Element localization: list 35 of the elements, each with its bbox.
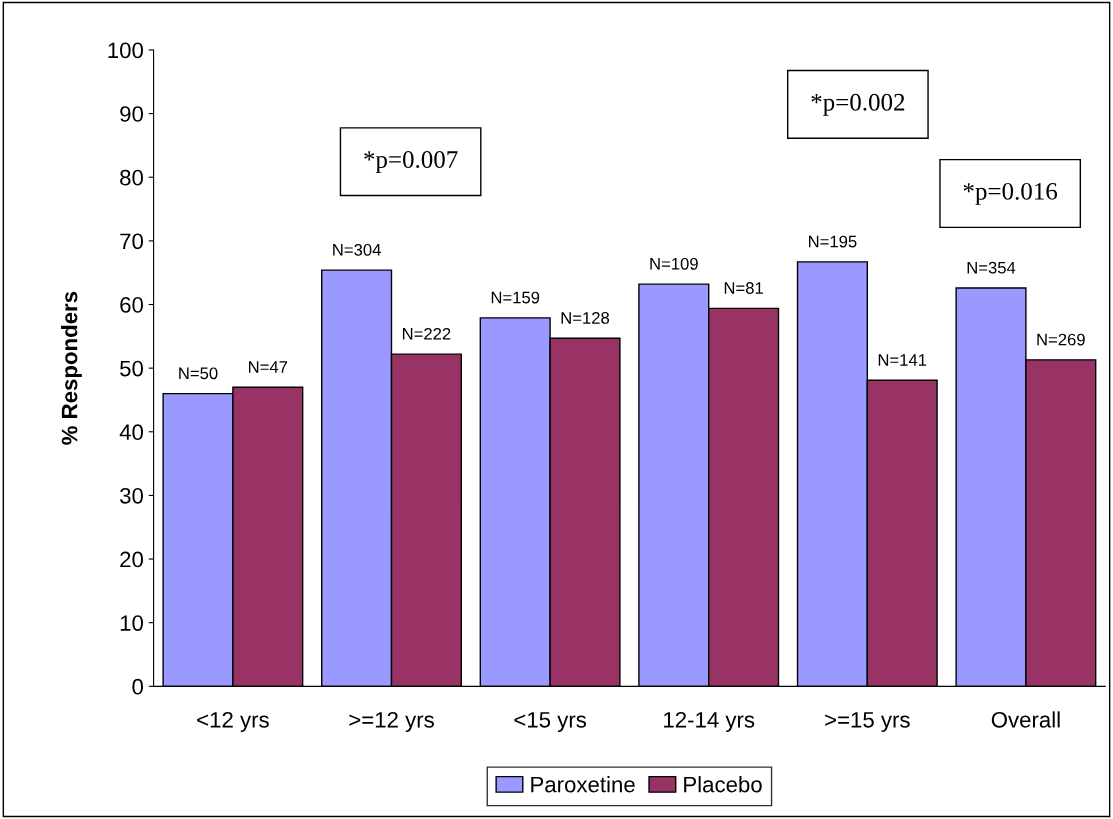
y-tick-label: 20 <box>120 551 144 568</box>
y-tick-label: 40 <box>119 424 144 441</box>
x-tick-label: <15 yrs <box>514 712 587 733</box>
x-tick-label: Overall <box>991 711 1060 728</box>
annotation: N=50 <box>179 367 218 380</box>
y-tick-label: 80 <box>120 169 144 186</box>
x-tick-label: 12-14 yrs <box>664 711 755 733</box>
annotation: N=47 <box>249 361 288 373</box>
annotation: N=128 <box>561 312 610 324</box>
annotation: N=269 <box>1037 333 1085 346</box>
annotation: *p=0.007 <box>364 151 458 174</box>
x-tick-label: >=12 yrs <box>349 711 434 733</box>
annotation: N=109 <box>650 257 698 270</box>
annotation: N=81 <box>724 282 763 294</box>
y-tick-label: 0 <box>132 678 143 695</box>
y-tick-label: 100 <box>108 42 144 59</box>
y-tick-label: 30 <box>120 487 144 504</box>
y-tick-label: 60 <box>120 297 144 313</box>
y-axis-title: % Responders <box>61 291 82 445</box>
annotation: N=222 <box>402 327 451 340</box>
annotation: N=354 <box>967 261 1016 274</box>
x-tick-label: <12 yrs <box>197 711 269 733</box>
legend-label: Placebo <box>684 776 762 793</box>
y-tick-label: 70 <box>120 233 144 250</box>
annotation: *p=0.002 <box>811 93 905 116</box>
y-tick-label: 90 <box>120 106 144 122</box>
legend-label: Paroxetine <box>531 776 635 793</box>
annotation: N=195 <box>808 235 857 248</box>
annotation: N=159 <box>491 291 540 304</box>
y-tick-label: 50 <box>120 360 144 377</box>
annotation: N=141 <box>878 354 927 366</box>
x-tick-label: >=15 yrs <box>825 712 910 733</box>
y-tick-label: 10 <box>120 615 144 631</box>
annotation: *p=0.016 <box>963 182 1058 205</box>
annotation: N=304 <box>333 243 381 256</box>
